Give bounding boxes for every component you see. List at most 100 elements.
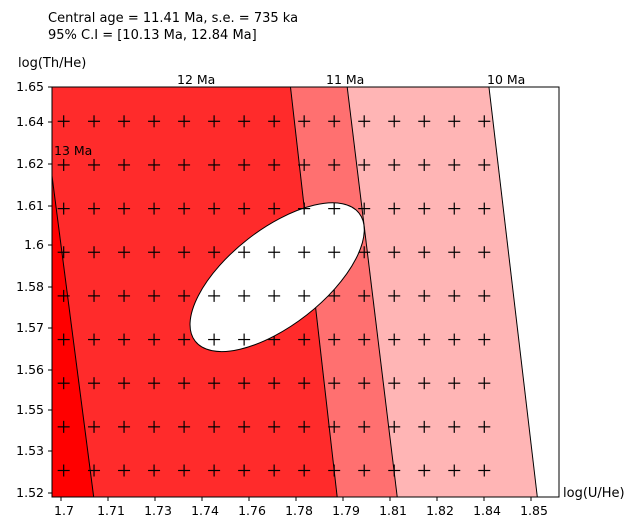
bands-layer — [51, 86, 559, 498]
grid-point-marker — [478, 115, 491, 128]
grid-point-marker — [118, 115, 131, 128]
grid-point-marker — [358, 377, 371, 390]
grid-point-marker — [358, 115, 371, 128]
grid-point-marker — [418, 333, 431, 346]
grid-point-marker — [57, 420, 70, 433]
grid-point-marker — [388, 115, 401, 128]
isochron-line — [488, 86, 538, 498]
grid-point-marker — [148, 158, 161, 171]
grid-point-marker — [208, 289, 221, 302]
grid-point-marker — [178, 333, 191, 346]
grid-point-marker — [268, 158, 281, 171]
grid-point-marker — [238, 158, 251, 171]
grid-point-marker — [268, 115, 281, 128]
grid-point-marker — [418, 289, 431, 302]
grid-point-marker — [328, 289, 341, 302]
x-tick-label: 1.85 — [520, 503, 548, 518]
grid-point-marker — [57, 377, 70, 390]
grid-point-marker — [148, 420, 161, 433]
grid-point-marker — [268, 464, 281, 477]
grid-point-marker — [238, 333, 251, 346]
plot-frame — [51, 86, 560, 498]
isochron-line — [346, 86, 398, 498]
grid-point-marker — [448, 246, 461, 259]
confidence-interval-text: 95% C.I = [10.13 Ma, 12.84 Ma] — [48, 28, 257, 43]
age-band-4 — [488, 87, 559, 497]
grid-point-marker — [448, 158, 461, 171]
grid-point-marker — [418, 202, 431, 215]
y-tick-label: 1.57 — [16, 320, 44, 335]
x-tick-label: 1.74 — [191, 503, 219, 518]
grid-point-marker — [88, 115, 101, 128]
grid-point-marker — [148, 289, 161, 302]
y-tick-label: 1.62 — [16, 156, 44, 171]
grid-point-marker — [118, 420, 131, 433]
grid-point-marker — [328, 333, 341, 346]
grid-point-marker — [298, 333, 311, 346]
contour-labels-layer: 13 Ma 12 Ma 11 Ma 10 Ma — [54, 72, 525, 158]
x-axis-label: log(U/He) — [563, 486, 625, 501]
grid-point-marker — [358, 289, 371, 302]
grid-point-marker — [148, 377, 161, 390]
x-tick-label: 1.82 — [426, 503, 454, 518]
grid-point-marker — [88, 333, 101, 346]
grid-point-marker — [178, 115, 191, 128]
grid-point-marker — [298, 158, 311, 171]
contour-label: 12 Ma — [177, 72, 215, 87]
grid-point-marker — [148, 202, 161, 215]
grid-point-marker — [478, 377, 491, 390]
grid-point-marker — [238, 202, 251, 215]
grid-point-marker — [118, 377, 131, 390]
grid-point-marker — [448, 289, 461, 302]
grid-point-marker — [358, 246, 371, 259]
grid-point-marker — [268, 377, 281, 390]
grid-point-marker — [208, 158, 221, 171]
grid-point-marker — [268, 246, 281, 259]
grid-point-marker — [57, 158, 70, 171]
grid-point-marker — [418, 420, 431, 433]
x-tick-label: 1.73 — [144, 503, 172, 518]
grid-point-marker — [88, 289, 101, 302]
grid-point-marker — [208, 115, 221, 128]
grid-point-marker — [418, 377, 431, 390]
grid-point-marker — [298, 289, 311, 302]
y-tick-label: 1.61 — [16, 198, 44, 213]
grid-point-marker — [178, 420, 191, 433]
grid-point-marker — [57, 289, 70, 302]
y-tick-label: 1.58 — [16, 279, 44, 294]
central-age-text: Central age = 11.41 Ma, s.e. = 735 ka — [48, 11, 298, 26]
grid-point-marker — [118, 202, 131, 215]
grid-point-marker — [148, 246, 161, 259]
grid-point-marker — [57, 246, 70, 259]
grid-point-marker — [388, 464, 401, 477]
grid-point-marker — [478, 464, 491, 477]
grid-point-marker — [358, 420, 371, 433]
grid-point-marker — [328, 202, 341, 215]
grid-point-marker — [328, 115, 341, 128]
grid-point-marker — [388, 420, 401, 433]
grid-point-marker — [238, 115, 251, 128]
grid-point-marker — [328, 377, 341, 390]
y-tick-label: 1.64 — [16, 114, 44, 129]
grid-point-marker — [448, 464, 461, 477]
grid-point-marker — [448, 115, 461, 128]
grid-point-marker — [388, 289, 401, 302]
contour-label: 10 Ma — [487, 72, 525, 87]
y-tick-label: 1.52 — [16, 485, 44, 500]
grid-point-marker — [418, 115, 431, 128]
grid-point-marker — [268, 420, 281, 433]
grid-point-marker — [118, 246, 131, 259]
grid-point-marker — [118, 289, 131, 302]
grid-point-marker — [478, 420, 491, 433]
grid-point-marker — [208, 377, 221, 390]
grid-point-marker — [478, 289, 491, 302]
y-tick-label: 1.65 — [16, 79, 44, 94]
grid-point-marker — [328, 158, 341, 171]
grid-point-marker — [148, 115, 161, 128]
grid-point-marker — [238, 464, 251, 477]
x-tick-label: 1.81 — [379, 503, 407, 518]
grid-point-marker — [418, 464, 431, 477]
grid-point-marker — [208, 246, 221, 259]
grid-point-marker — [238, 289, 251, 302]
